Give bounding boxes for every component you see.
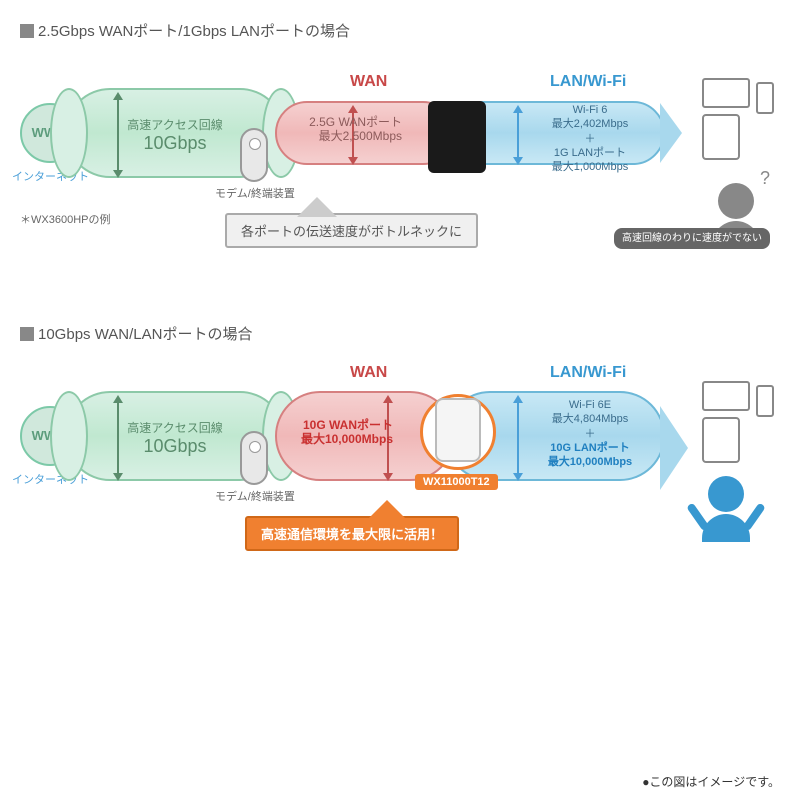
phone-icon <box>756 82 774 114</box>
tablet-icon <box>702 114 740 160</box>
blue-right-arrow-2 <box>660 406 688 490</box>
phone-icon-2 <box>756 385 774 417</box>
blue-arrow <box>517 113 519 157</box>
speech-bubble: 高速回線のわりに速度がでない <box>614 228 770 249</box>
confused-icon: ? <box>760 168 770 189</box>
router-white-icon <box>435 398 481 462</box>
laptop-icon <box>702 78 750 108</box>
modem-label: モデム/終端装置 <box>215 185 295 201</box>
section-10gbps: 10Gbps WAN/LANポートの場合 WWW インターネット 高速アクセス回… <box>20 323 780 576</box>
router-black-icon <box>428 101 486 173</box>
modem-label-2: モデム/終端装置 <box>215 488 295 504</box>
modem-icon <box>240 128 268 182</box>
blue-pipe-text-2: Wi-Fi 6E 最大4,804Mbps ＋ 10G LANポート 最大10,0… <box>520 398 660 469</box>
blue-right-arrow <box>660 103 682 163</box>
router-label: WX11000T12 <box>415 474 498 490</box>
diagram-1: WWW インターネット 高速アクセス回線 10Gbps WAN 2.5G WAN… <box>20 53 780 273</box>
lan-label-2: LAN/Wi-Fi <box>550 364 626 382</box>
red-pipe-text-2: 10G WANポート 最大10,000Mbps <box>275 418 393 447</box>
section-2.5gbps: 2.5Gbps WANポート/1Gbps LANポートの場合 WWW インターネ… <box>20 20 780 273</box>
person-blue <box>702 476 750 542</box>
section2-title: 10Gbps WAN/LANポートの場合 <box>20 323 780 344</box>
modem-icon-2 <box>240 431 268 485</box>
blue-arrow-2 <box>517 403 519 473</box>
red-pipe-text: 2.5G WANポート 最大2,500Mbps <box>282 115 402 144</box>
section1-title: 2.5Gbps WANポート/1Gbps LANポートの場合 <box>20 20 780 41</box>
note-wx3600: ＊WX3600HPの例 <box>20 211 110 227</box>
devices-group <box>702 78 750 160</box>
tablet-icon-2 <box>702 417 740 463</box>
lan-label: LAN/Wi-Fi <box>550 73 626 91</box>
blue-pipe-text: Wi-Fi 6 最大2,402Mbps ＋ 1G LANポート 最大1,000M… <box>520 103 660 174</box>
callout-orange: 高速通信環境を最大限に活用！ <box>245 516 459 551</box>
wan-label-2: WAN <box>350 364 387 382</box>
laptop-icon-2 <box>702 381 750 411</box>
devices-group-2 <box>702 381 750 463</box>
diagram-2: WWW インターネット 高速アクセス回線 10Gbps WAN 10G WANポ… <box>20 356 780 576</box>
wan-label: WAN <box>350 73 387 91</box>
footnote: ●この図はイメージです。 <box>642 773 780 790</box>
callout-gray: 各ポートの伝送速度がボトルネックに <box>225 213 478 248</box>
